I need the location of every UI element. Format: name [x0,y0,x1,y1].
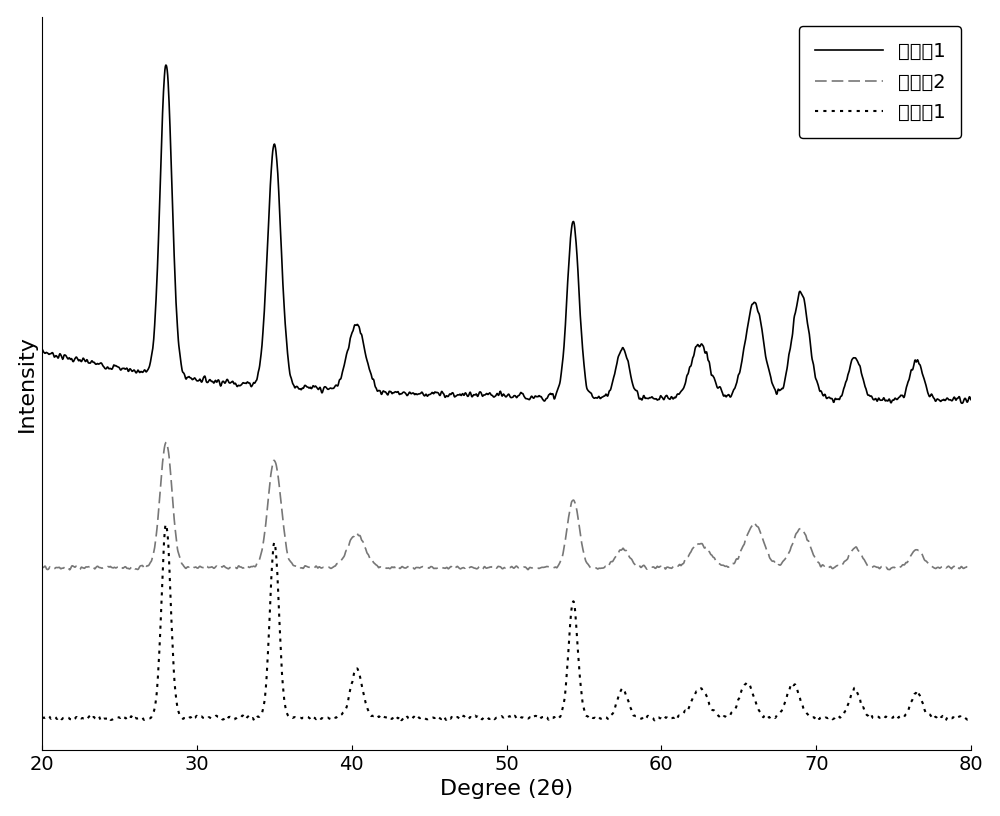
实施例2 [939,562,951,572]
实施例1 [160,60,172,70]
实施例2 [464,562,476,572]
实施例1 [965,395,977,405]
X-axis label: Degree (2θ): Degree (2θ) [440,779,573,800]
实施例1 [464,388,476,397]
对比例1 [939,715,951,725]
对比例1 [768,712,780,722]
对比例1 [939,715,951,725]
实施例1 [84,358,96,368]
对比例1 [36,713,48,723]
Line: 实施例1: 实施例1 [42,65,971,403]
实施例1 [488,392,500,401]
实施例1 [768,383,780,392]
对比例1 [84,711,96,721]
实施例2 [160,437,172,447]
Y-axis label: Intensity: Intensity [17,335,37,432]
Legend: 实施例1, 实施例2, 对比例1: 实施例1, 实施例2, 对比例1 [799,26,961,138]
对比例1 [464,712,476,722]
对比例1 [489,714,501,724]
实施例1 [939,395,951,405]
对比例1 [965,712,977,721]
实施例1 [938,395,950,405]
实施例1 [956,398,968,408]
对比例1 [160,520,172,530]
对比例1 [249,716,261,725]
实施例2 [84,561,96,571]
实施例2 [36,562,48,572]
实施例2 [939,561,951,571]
实施例1 [36,344,48,354]
实施例2 [965,561,977,570]
实施例2 [64,565,76,574]
实施例2 [489,563,501,573]
Line: 对比例1: 对比例1 [42,525,971,721]
Line: 实施例2: 实施例2 [42,442,971,570]
实施例2 [768,557,780,567]
